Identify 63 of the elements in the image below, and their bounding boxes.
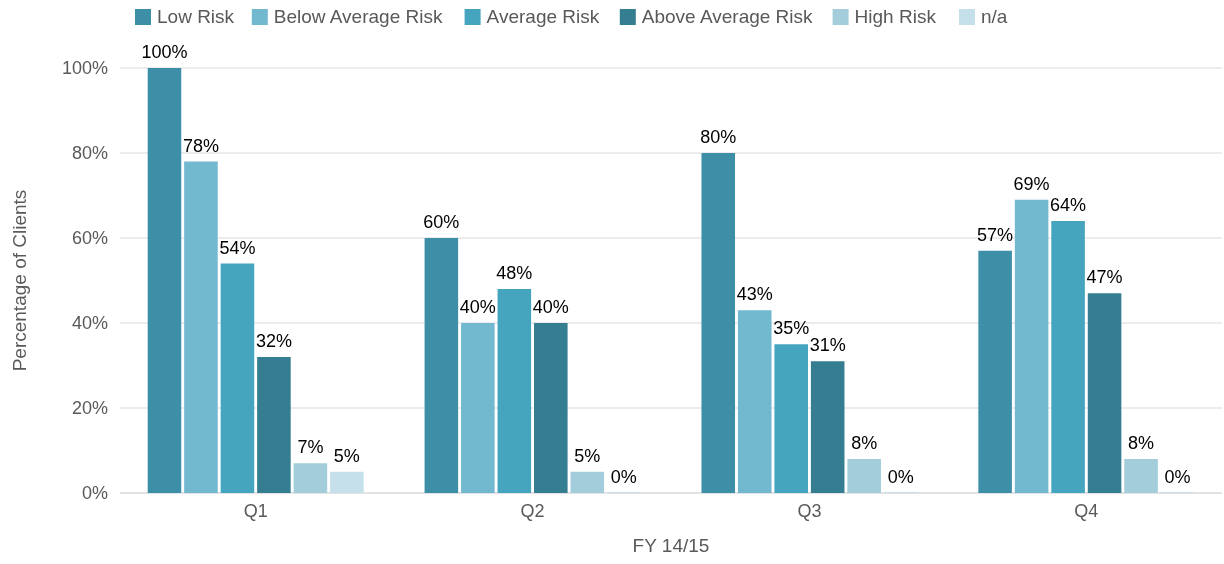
bar xyxy=(570,471,605,493)
bar xyxy=(184,161,218,493)
data-label: 35% xyxy=(773,318,810,339)
legend-label: n/a xyxy=(981,6,1008,27)
y-tick-label: 80% xyxy=(71,143,108,164)
data-label: 57% xyxy=(977,224,1014,245)
data-label: 100% xyxy=(141,42,188,62)
data-label: 7% xyxy=(297,437,324,458)
x-tick-label: Q3 xyxy=(797,501,822,521)
y-tick-label: 0% xyxy=(81,483,108,504)
bar xyxy=(978,250,1012,493)
bar xyxy=(810,361,845,493)
bar xyxy=(497,289,532,493)
y-tick-label: 40% xyxy=(71,313,108,334)
data-label: 5% xyxy=(333,445,360,466)
bar xyxy=(424,238,459,493)
data-label: 8% xyxy=(1128,433,1155,453)
data-label: 64% xyxy=(1050,195,1087,215)
x-axis-title: FY 14/15 xyxy=(632,535,710,556)
bar xyxy=(330,471,364,493)
legend-label: Below Average Risk xyxy=(273,6,443,27)
bar xyxy=(220,263,255,493)
data-label: 40% xyxy=(532,297,569,317)
legend-label: Low Risk xyxy=(157,6,235,27)
data-label: 0% xyxy=(1164,467,1191,487)
bar xyxy=(1014,199,1049,493)
bar xyxy=(847,459,881,493)
data-label: 0% xyxy=(610,467,637,487)
x-tick-label: Q1 xyxy=(243,501,268,521)
data-label: 32% xyxy=(255,331,292,351)
bar xyxy=(147,68,182,493)
data-label: 5% xyxy=(574,445,601,466)
bar xyxy=(293,463,328,493)
y-tick-label: 20% xyxy=(71,398,108,419)
x-tick-label: Q4 xyxy=(1074,501,1099,521)
data-label: 43% xyxy=(736,284,773,305)
data-label: 40% xyxy=(459,297,496,317)
legend-label: Average Risk xyxy=(486,6,600,27)
data-label: 0% xyxy=(887,467,914,487)
bar xyxy=(534,323,568,493)
data-label: 31% xyxy=(809,335,846,356)
data-label: 54% xyxy=(219,237,256,258)
bar xyxy=(701,153,736,493)
bar xyxy=(1124,459,1158,493)
y-tick-label: 60% xyxy=(71,228,108,249)
bar xyxy=(461,323,495,493)
bar xyxy=(774,344,808,493)
bar xyxy=(1051,221,1085,493)
x-tick-label: Q2 xyxy=(520,501,545,521)
data-label: 8% xyxy=(851,433,878,453)
data-label: 60% xyxy=(423,212,460,232)
y-axis-title: Percentage of Clients xyxy=(9,189,30,372)
bar xyxy=(737,310,772,493)
bar xyxy=(1087,293,1122,493)
data-label: 48% xyxy=(496,263,533,283)
data-label: 47% xyxy=(1086,267,1123,288)
data-label: 78% xyxy=(182,135,219,156)
data-label: 69% xyxy=(1013,173,1050,194)
data-label: 80% xyxy=(700,127,737,147)
y-tick-label: 100% xyxy=(61,58,108,79)
bar xyxy=(257,357,291,493)
legend-label: High Risk xyxy=(854,6,937,27)
legend-label: Above Average Risk xyxy=(641,6,814,27)
